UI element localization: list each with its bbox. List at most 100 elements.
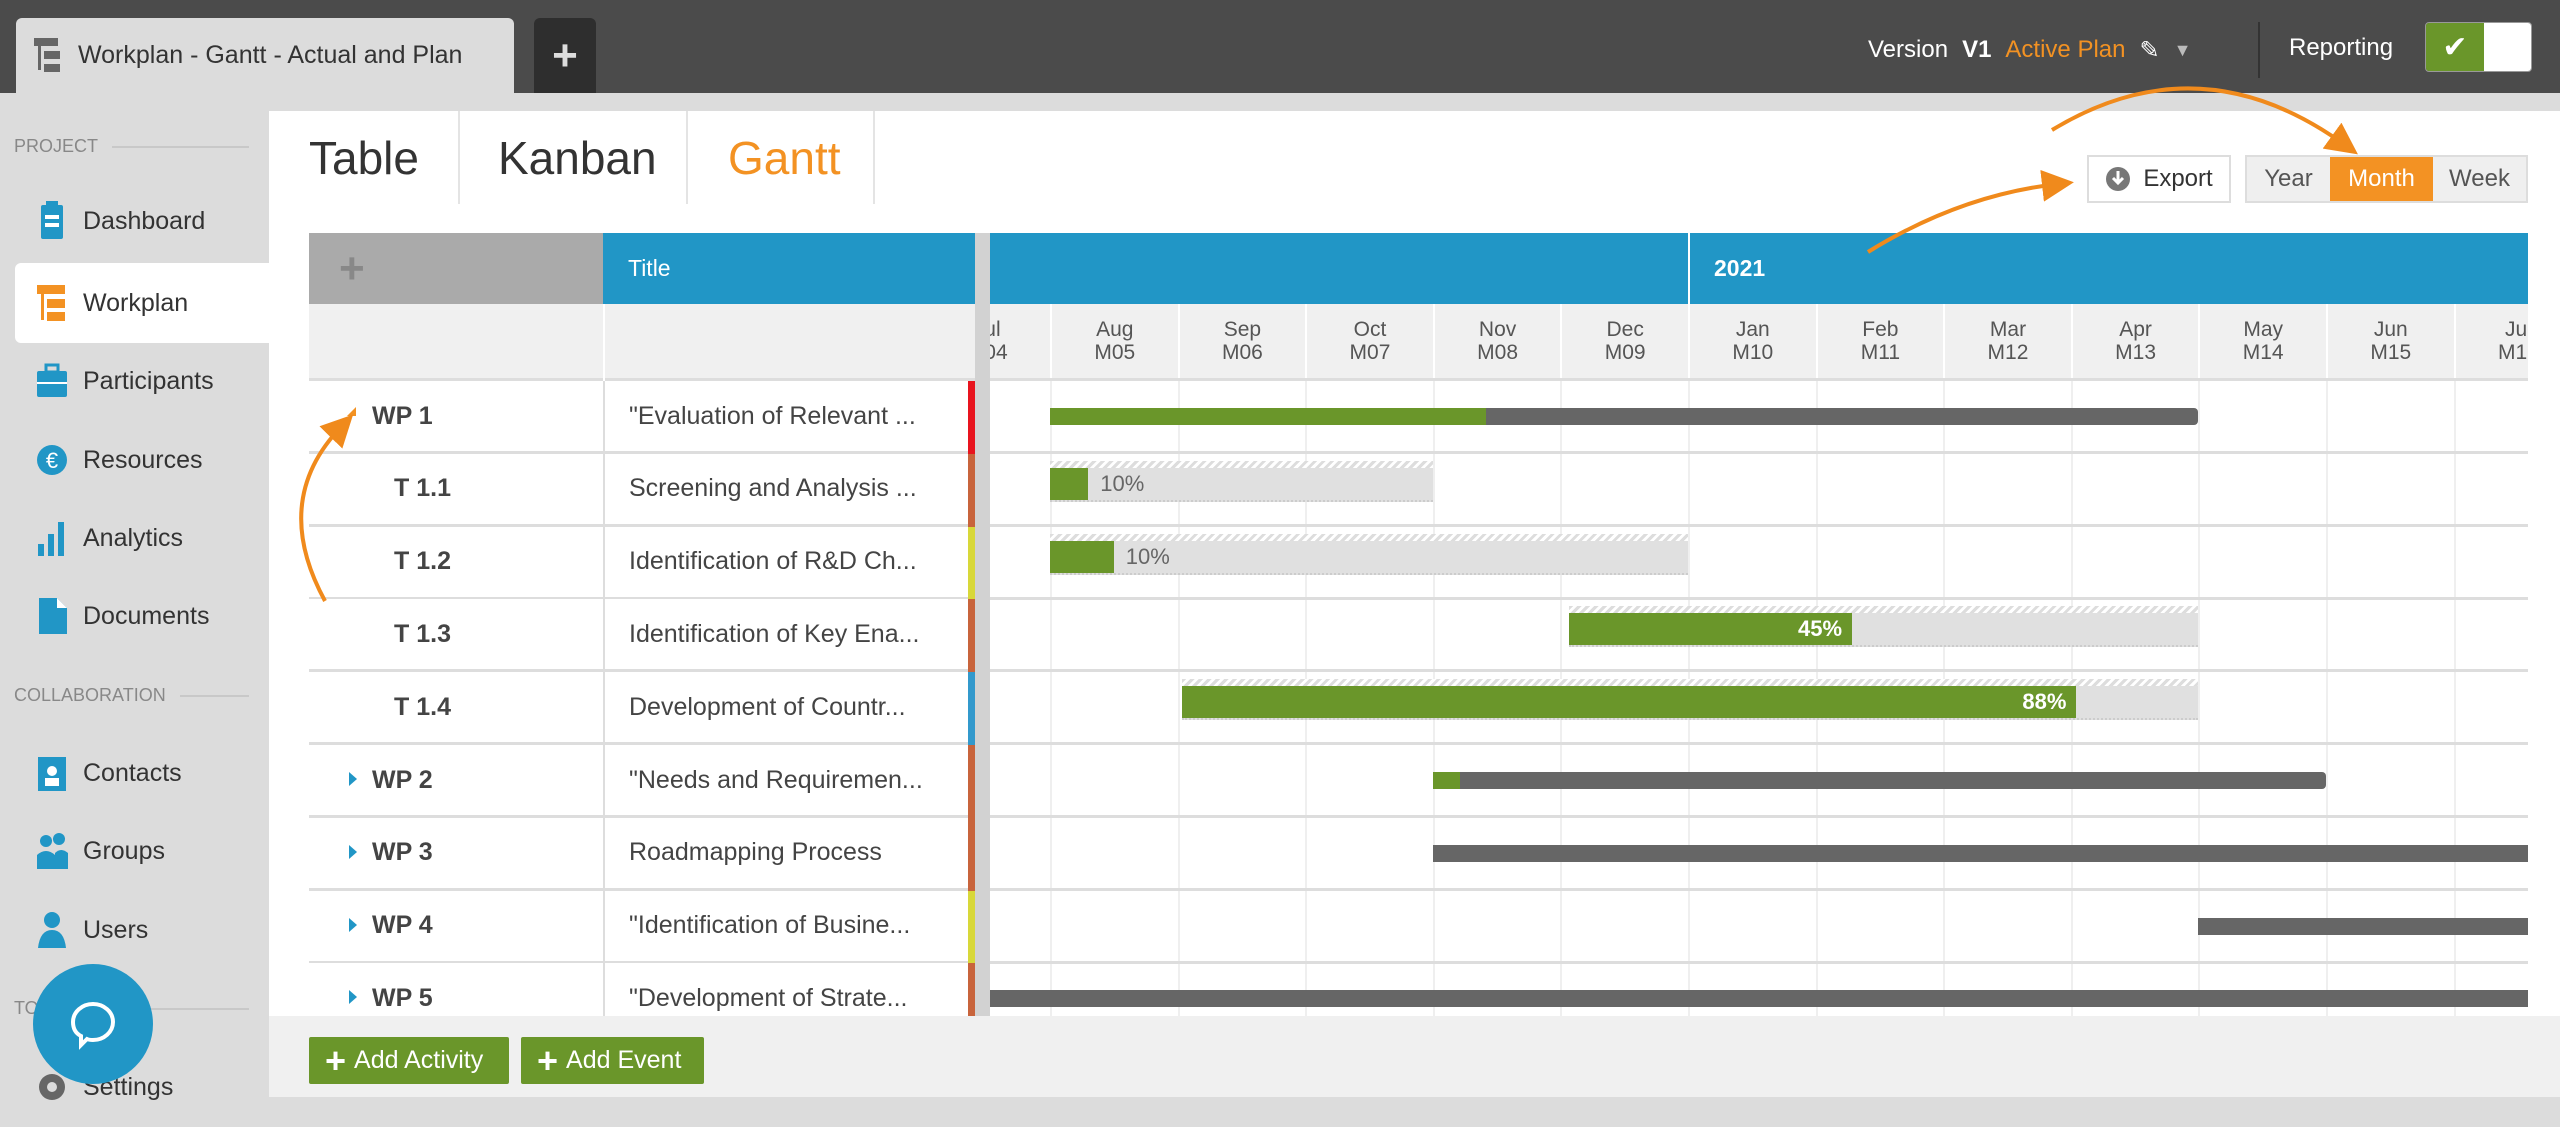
- sidebar-item-participants[interactable]: Participants: [15, 341, 269, 421]
- scale-year-button[interactable]: Year: [2264, 165, 2313, 192]
- table-row[interactable]: T 1.3 Identification of Key Ena...: [309, 599, 975, 673]
- table-row[interactable]: T 1.1 Screening and Analysis ...: [309, 453, 975, 527]
- table-row[interactable]: WP 4 "Identification of Busine...: [309, 890, 975, 964]
- progress-label: 10%: [1125, 543, 1170, 569]
- chevron-down-icon[interactable]: ▼: [2173, 39, 2192, 60]
- tab-kanban[interactable]: Kanban: [498, 131, 657, 184]
- table-row[interactable]: T 1.4 Development of Countr...: [309, 672, 975, 746]
- export-button[interactable]: Export: [2087, 155, 2231, 203]
- row-title: Roadmapping Process: [629, 838, 882, 867]
- month-code: M06: [1221, 341, 1263, 364]
- row-color-strip: [968, 745, 975, 818]
- chat-button[interactable]: [33, 964, 153, 1084]
- dashboard-icon: [41, 201, 63, 239]
- progress-fill: [1050, 540, 1114, 573]
- sidebar-item-label: Users: [83, 915, 149, 944]
- progress-label: 45%: [1797, 616, 1843, 642]
- row-color-strip: [968, 599, 975, 673]
- expand-icon[interactable]: [349, 990, 357, 1005]
- row-code: T 1.2: [394, 547, 451, 576]
- month-name: May: [2243, 318, 2284, 341]
- table-row[interactable]: WP 3 Roadmapping Process: [309, 817, 975, 891]
- progress-fill: [1181, 686, 2077, 719]
- task-bar[interactable]: 45%: [1568, 613, 2199, 648]
- sidebar-item-analytics[interactable]: Analytics: [15, 498, 269, 578]
- section-collaboration: COLLABORATION: [14, 685, 249, 706]
- row-code: T 1.3: [394, 619, 451, 648]
- add-event-button[interactable]: + Add Event: [521, 1037, 704, 1084]
- splitter-handle[interactable]: [975, 233, 990, 1016]
- divider: [686, 111, 688, 204]
- month-name: Jan: [1735, 318, 1770, 341]
- gridline: [2198, 381, 2201, 1016]
- scale-month-button[interactable]: Month: [2330, 157, 2433, 201]
- progress-label: 10%: [1100, 470, 1145, 496]
- reporting-toggle[interactable]: ✔: [2425, 22, 2532, 72]
- month-header-cell: Jun M15: [2326, 304, 2454, 378]
- month-header-cell: Aug M05: [1050, 304, 1178, 378]
- euro-icon: €: [37, 445, 67, 475]
- tab-table[interactable]: Table: [309, 131, 419, 184]
- pencil-icon[interactable]: ✎: [2139, 36, 2160, 64]
- scale-week-button[interactable]: Week: [2449, 165, 2510, 192]
- month-code: M11: [1860, 341, 1901, 364]
- progress-fill: [1432, 772, 1460, 789]
- collapse-icon[interactable]: [347, 407, 356, 416]
- sidebar-item-label: Contacts: [83, 758, 182, 787]
- svg-text:€: €: [46, 448, 58, 473]
- sidebar-item-workplan[interactable]: Workplan: [15, 263, 269, 343]
- row-color-strip: [968, 963, 975, 1016]
- month-code: M13: [2115, 341, 2157, 364]
- row-title: Identification of R&D Ch...: [629, 547, 917, 576]
- sidebar-item-users[interactable]: Users: [15, 890, 269, 970]
- task-bar[interactable]: 10%: [1050, 540, 1688, 575]
- row-title: Identification of Key Ena...: [629, 619, 920, 648]
- document-tab[interactable]: Workplan - Gantt - Actual and Plan: [16, 18, 514, 93]
- table-row[interactable]: WP 5 "Development of Strate...: [309, 963, 975, 1016]
- sidebar-item-resources[interactable]: € Resources: [15, 420, 269, 500]
- sidebar-item-label: Analytics: [83, 523, 184, 552]
- add-row-button[interactable]: +: [309, 233, 603, 304]
- task-bar[interactable]: 10%: [1050, 467, 1433, 502]
- sidebar-item-dashboard[interactable]: Dashboard: [15, 181, 269, 261]
- month-name: Aug: [1096, 318, 1134, 341]
- expand-icon[interactable]: [349, 772, 357, 786]
- tab-gantt[interactable]: Gantt: [728, 131, 841, 184]
- row-color-strip: [968, 381, 975, 454]
- month-header-cell: Jan M10: [1688, 304, 1816, 378]
- row-title: "Identification of Busine...: [629, 911, 911, 940]
- table-row[interactable]: WP 2 "Needs and Requiremen...: [309, 745, 975, 818]
- title-column-header[interactable]: Title: [603, 233, 975, 304]
- plus-icon: +: [325, 1039, 347, 1081]
- gantt-row: [990, 891, 2528, 964]
- add-activity-button[interactable]: + Add Activity: [309, 1037, 509, 1084]
- version-selector[interactable]: Version V1 Active Plan ✎ ▼: [1868, 30, 2191, 70]
- plan-bar[interactable]: [1050, 408, 2199, 425]
- briefcase-icon: [37, 363, 67, 397]
- plan-bar[interactable]: [1432, 844, 2528, 862]
- row-title: "Needs and Requiremen...: [629, 765, 923, 794]
- month-header-cell: Sep M06: [1177, 304, 1306, 378]
- expand-icon[interactable]: [349, 844, 357, 859]
- sidebar-item-contacts[interactable]: Contacts: [15, 733, 269, 813]
- task-bar[interactable]: 88%: [1181, 686, 2199, 721]
- table-row[interactable]: T 1.2 Identification of R&D Ch...: [309, 526, 975, 600]
- month-code: M08: [1477, 341, 1519, 364]
- sidebar-item-documents[interactable]: Documents: [15, 576, 269, 656]
- divider: [2258, 22, 2260, 78]
- new-tab-button[interactable]: +: [534, 18, 596, 93]
- month-code: M05: [1094, 341, 1136, 364]
- plan-bar[interactable]: [990, 990, 2528, 1008]
- month-header-cell: JulM04: [990, 304, 1050, 378]
- plan-bar[interactable]: [1432, 772, 2326, 789]
- user-icon: [38, 912, 66, 948]
- expand-icon[interactable]: [349, 917, 357, 932]
- sidebar-item-groups[interactable]: Groups: [15, 811, 269, 891]
- download-icon: [2106, 167, 2131, 191]
- gantt-row: [990, 599, 2528, 673]
- reporting-label: Reporting: [2289, 34, 2394, 61]
- table-row[interactable]: WP 1 "Evaluation of Relevant ...: [309, 381, 975, 454]
- section-project: PROJECT: [14, 136, 249, 157]
- plan-bar[interactable]: [2198, 917, 2528, 935]
- document-tab-label: Workplan - Gantt - Actual and Plan: [78, 41, 463, 69]
